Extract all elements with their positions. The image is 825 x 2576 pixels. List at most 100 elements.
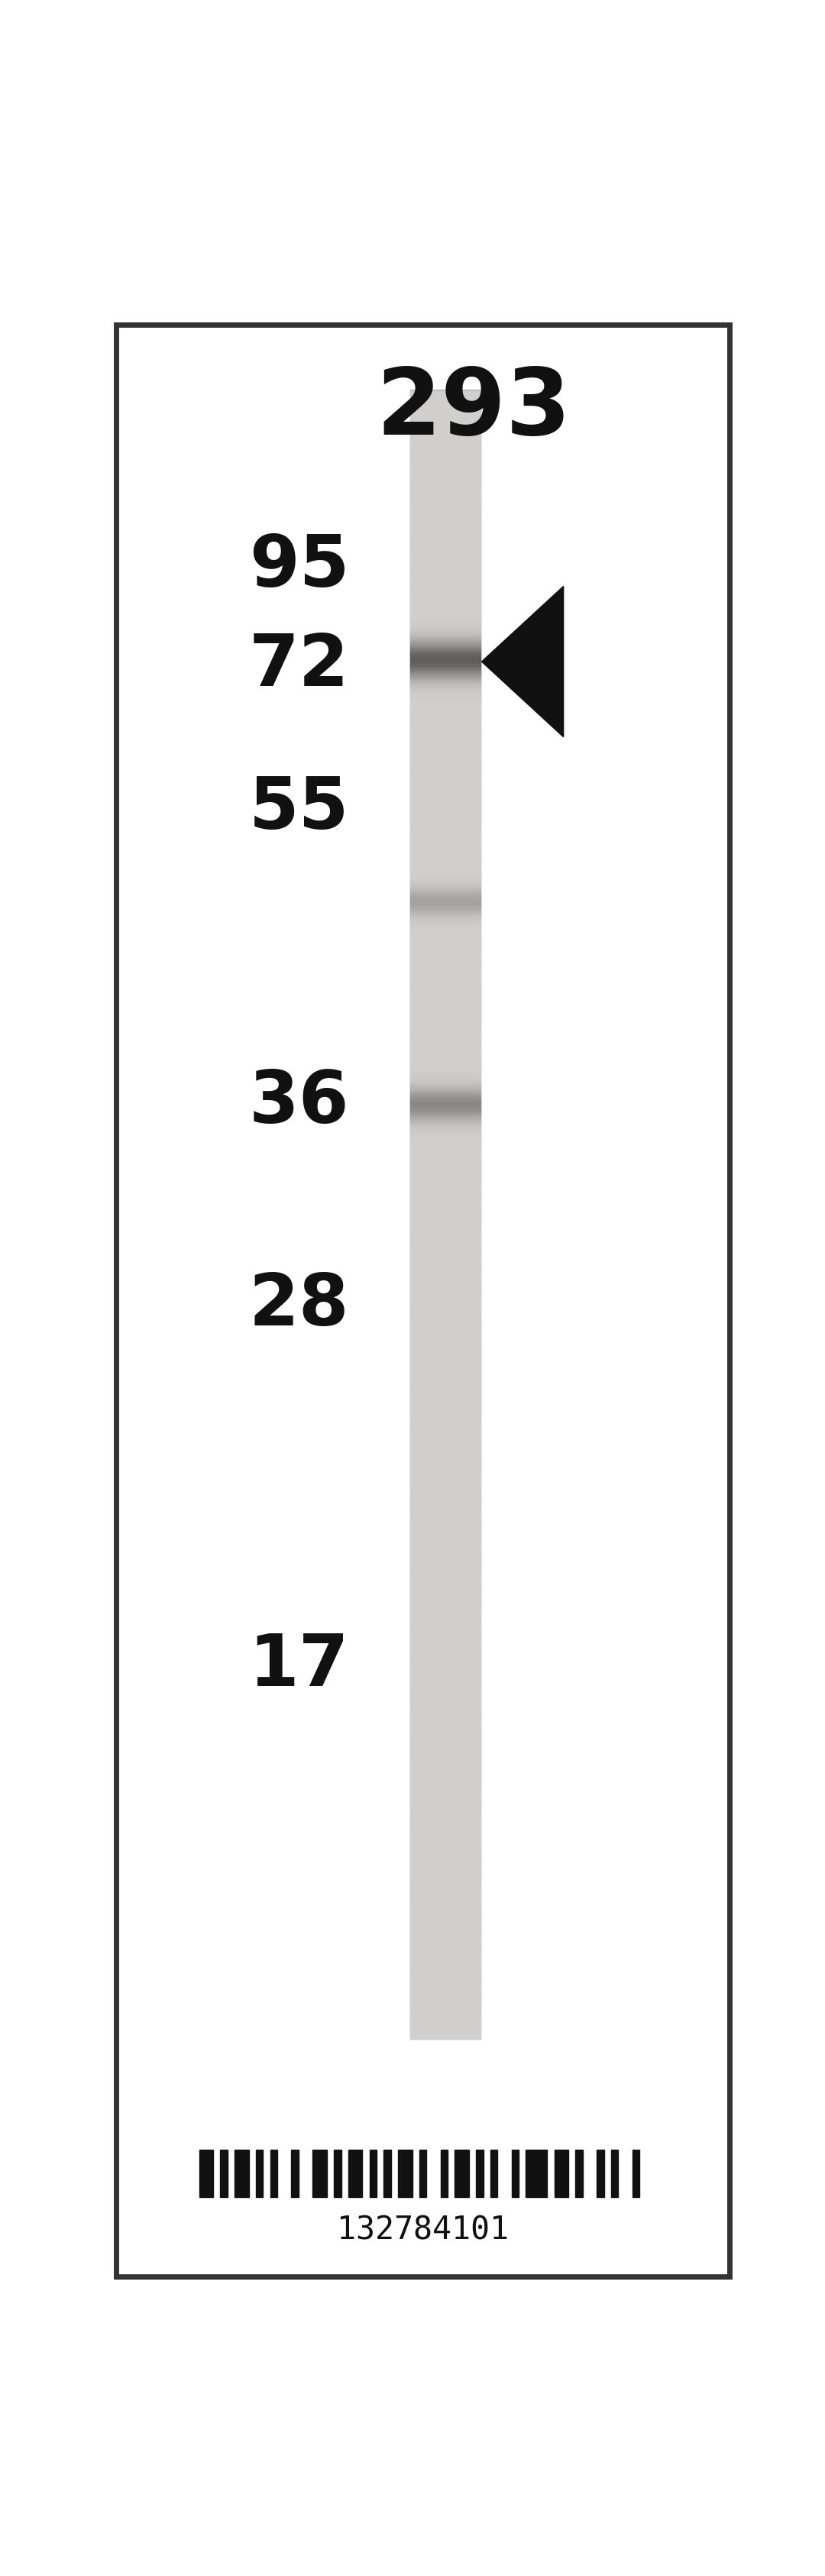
Bar [410, 1860, 480, 1865]
Bar [410, 621, 480, 626]
Bar [410, 1896, 480, 1904]
Bar [410, 634, 480, 636]
Bar [410, 1365, 480, 1368]
Bar [410, 1695, 480, 1698]
Bar [410, 1275, 480, 1280]
Bar [410, 1373, 480, 1381]
Bar [410, 1520, 480, 1522]
Bar [410, 453, 480, 456]
Bar [410, 1654, 480, 1656]
Bar [410, 855, 480, 858]
Bar [410, 1255, 480, 1260]
Bar [410, 1522, 480, 1525]
Bar [410, 1329, 480, 1332]
Bar [410, 1525, 480, 1528]
Bar [410, 1061, 480, 1064]
Bar [410, 984, 480, 989]
Bar [410, 1084, 480, 1087]
Bar [410, 1924, 480, 1927]
Bar [410, 1814, 480, 1821]
Bar [410, 1347, 480, 1350]
Bar [410, 1556, 480, 1558]
Bar [410, 1497, 480, 1499]
Bar [410, 1749, 480, 1752]
Bar [410, 809, 480, 811]
Bar [410, 1445, 480, 1448]
Bar [410, 477, 480, 479]
Bar [410, 925, 480, 927]
Bar [410, 1249, 480, 1252]
Bar [410, 1383, 480, 1386]
Bar [410, 1195, 480, 1198]
Bar [410, 1682, 480, 1690]
Bar [410, 1370, 480, 1376]
Bar [410, 943, 480, 945]
Bar [410, 523, 480, 528]
Bar [410, 1425, 480, 1427]
Bar [410, 814, 480, 817]
Bar [410, 760, 480, 762]
Bar [410, 641, 480, 647]
Bar [410, 1151, 480, 1159]
Bar [410, 1406, 480, 1409]
Bar [410, 1625, 480, 1631]
Bar [410, 801, 480, 804]
Bar [410, 1298, 480, 1301]
Bar [410, 1674, 480, 1677]
Bar [410, 1680, 480, 1685]
Bar [410, 1615, 480, 1618]
Bar [410, 1832, 480, 1837]
Bar [410, 1762, 480, 1765]
Bar [410, 757, 480, 760]
Bar [410, 1128, 480, 1131]
Bar [410, 1798, 480, 1803]
Bar [410, 799, 480, 804]
Bar [410, 1360, 480, 1363]
Bar [410, 1038, 480, 1041]
Bar [410, 595, 480, 598]
Bar [410, 1486, 480, 1492]
Bar [410, 1548, 480, 1551]
Bar [410, 1461, 480, 1466]
Bar [410, 1564, 480, 1566]
Bar [410, 1041, 480, 1043]
Bar [410, 412, 480, 417]
Text: 28: 28 [249, 1270, 349, 1340]
Bar [410, 971, 480, 974]
Bar [410, 629, 480, 631]
Bar [410, 1337, 480, 1342]
Bar [410, 1981, 480, 1984]
Bar [410, 755, 480, 757]
Bar [410, 670, 480, 672]
Bar [410, 433, 480, 435]
Bar [410, 698, 480, 706]
Bar [410, 1826, 480, 1834]
Bar [410, 922, 480, 925]
Bar [410, 1437, 480, 1440]
Bar [410, 1108, 480, 1110]
Bar [410, 896, 480, 902]
Bar [410, 1440, 480, 1445]
Bar [410, 1584, 480, 1587]
Bar [410, 1368, 480, 1370]
Bar [410, 569, 480, 572]
Bar [410, 1899, 480, 1901]
Bar [410, 1159, 480, 1167]
Bar [410, 719, 480, 721]
Bar [410, 1834, 480, 1837]
Bar [410, 1672, 480, 1674]
Bar [410, 1139, 480, 1141]
Text: 132784101: 132784101 [337, 2213, 509, 2246]
Bar [410, 1904, 480, 1906]
Bar [410, 1095, 480, 1100]
Bar [410, 482, 480, 487]
Bar [410, 791, 480, 793]
Bar [410, 1772, 480, 1775]
Bar [410, 644, 480, 647]
Bar [410, 739, 480, 742]
Bar [410, 1680, 480, 1682]
Bar [410, 914, 480, 917]
Bar [410, 1476, 480, 1479]
Bar [410, 1790, 480, 1795]
Bar [410, 1999, 480, 2002]
